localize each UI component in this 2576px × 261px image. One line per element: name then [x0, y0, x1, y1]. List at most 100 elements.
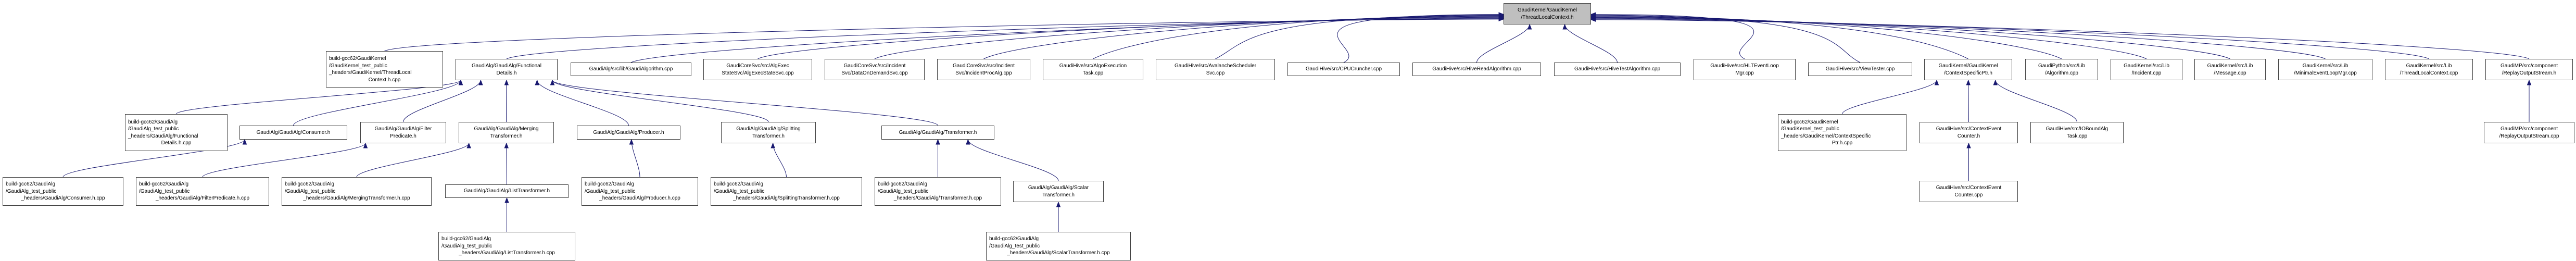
graph-node-ros-h[interactable]: GaudiMP/src/component/ReplayOutputStream…	[2485, 59, 2573, 80]
graph-node-cpu[interactable]: GaudiHive/src/CPUCruncher.cpp	[1287, 63, 1400, 76]
graph-node-tr-cpp[interactable]: build-gcc62/GaudiAlg/GaudiAlg_test_publi…	[875, 177, 1001, 206]
edge-arrowhead	[550, 79, 555, 85]
dependency-edge	[1093, 15, 1504, 59]
node-label-line: Task.cpp	[2066, 133, 2088, 139]
graph-node-aet[interactable]: GaudiHive/src/AlgoExecution Task.cpp	[1043, 59, 1143, 80]
graph-node-ga-cpp[interactable]: GaudiAlg/src/lib/GaudiAlgorithm.cpp	[571, 63, 691, 76]
dependency-edge	[1995, 80, 2077, 122]
dependency-edge	[1590, 19, 2530, 59]
dependency-edge	[176, 80, 461, 115]
edge-arrowhead	[504, 79, 509, 85]
graph-node-msg[interactable]: GaudiKernel/src/Lib/Message.cpp	[2194, 59, 2266, 80]
node-label-line: _headers/GaudiAlg/Transformer.h.cpp	[893, 195, 982, 202]
node-label-line: Details.h	[496, 70, 517, 76]
node-label-line: build-gcc62/GaudiAlg	[714, 181, 764, 188]
graph-node-lt-cpp[interactable]: build-gcc62/GaudiAlg/GaudiAlg_test_publi…	[438, 232, 575, 260]
node-label-line: build-gcc62/GaudiAlg	[441, 236, 491, 242]
dependency-edge	[874, 16, 1504, 59]
node-label-line: /ThreadLocalContext.cpp	[2400, 70, 2458, 76]
node-label-line: /ContextSpecificPtr.h	[1944, 70, 1992, 76]
node-label-line: Counter.cpp	[1954, 192, 1983, 198]
node-label-line: /GaudiAlg_test_public	[128, 126, 179, 132]
graph-node-fp-h[interactable]: GaudiAlg/GaudiAlg/Filter Predicate.h	[360, 122, 446, 143]
graph-node-prod-h[interactable]: GaudiAlg/GaudiAlg/Producer.h	[577, 126, 680, 140]
node-label-line: GaudiAlg/GaudiAlg/Merging	[474, 126, 539, 132]
graph-node-mt-h[interactable]: GaudiAlg/GaudiAlg/Merging Transformer.h	[459, 122, 554, 143]
node-label-line: GaudiKernel/src/Lib	[2207, 63, 2253, 69]
node-label-line: /GaudiAlg_test_public	[441, 243, 493, 249]
node-label-line: GaudiHive/src/AvalancheScheduler	[1174, 63, 1257, 69]
graph-node-mt-cpp[interactable]: build-gcc62/GaudiAlg/GaudiAlg_test_publi…	[282, 177, 432, 206]
edge-arrowhead	[1527, 23, 1532, 30]
graph-node-ros-cpp[interactable]: GaudiMP/src/component/ReplayOutputStream…	[2484, 122, 2574, 143]
graph-node-tr-h[interactable]: GaudiAlg/GaudiAlg/Transformer.h	[881, 126, 994, 140]
graph-node-io[interactable]: GaudiHive/src/IOBoundAlg Task.cpp	[2030, 122, 2124, 143]
node-label-line: Mgr.cpp	[1735, 70, 1754, 76]
edge-arrowhead	[771, 142, 775, 148]
graph-node-hra[interactable]: GaudiHive/src/HiveReadAlgorithm.cpp	[1412, 63, 1541, 76]
node-label-line: /GaudiAlg_test_public	[989, 243, 1040, 249]
edge-arrowhead	[629, 139, 634, 145]
graph-node-vt[interactable]: GaudiHive/src/ViewTester.cpp	[1808, 63, 1912, 76]
dependency-edge	[62, 139, 245, 178]
graph-node-aess[interactable]: GaudiCoreSvc/src/AlgExec StateSvc/AlgExec…	[703, 59, 812, 80]
graph-node-cons-cpp[interactable]: build-gcc62/GaudiAlg/GaudiAlg_test_publi…	[3, 177, 123, 206]
graph-node-csp-h[interactable]: GaudiKernel/GaudiKernel/ContextSpecificP…	[1924, 59, 2012, 80]
graph-node-dods[interactable]: GaudiCoreSvc/src/Incident Svc/DataOnDeman…	[825, 59, 925, 80]
edge-arrowhead	[363, 142, 368, 148]
graph-node-py-alg[interactable]: GaudiPython/src/Lib/Algorithm.cpp	[2025, 59, 2098, 80]
graph-node-st-cpp[interactable]: build-gcc62/GaudiAlg/GaudiAlg_test_publi…	[711, 177, 862, 206]
node-label-line: build-gcc62/GaudiAlg	[128, 119, 178, 125]
dependency-edge	[356, 143, 470, 178]
node-label-line: _headers/GaudiAlg/Producer.h.cpp	[599, 195, 680, 202]
graph-node-lt-h[interactable]: GaudiAlg/GaudiAlg/ListTransformer.h	[445, 184, 569, 198]
graph-node-fp-cpp[interactable]: build-gcc62/GaudiAlg/GaudiAlg_test_publi…	[136, 177, 269, 206]
graph-node-ceh[interactable]: GaudiHive/src/ContextEvent Counter.h	[1920, 122, 2018, 143]
graph-node-sc-cpp[interactable]: build-gcc62/GaudiAlg/GaudiAlg_test_publi…	[986, 232, 1131, 260]
node-label-line: Svc/IncidentProcAlg.cpp	[955, 70, 1012, 76]
node-label-line: Transformer.h	[490, 133, 523, 139]
node-label-line: GaudiKernel/src/Lib	[2302, 63, 2348, 69]
edge-arrowhead	[504, 197, 509, 203]
node-label-line: /ThreadLocalContext.h	[1521, 14, 1574, 20]
graph-node-inc[interactable]: GaudiKernel/src/Lib/Incident.cpp	[2111, 59, 2182, 80]
node-label-line: GaudiAlg/src/lib/GaudiAlgorithm.cpp	[589, 66, 673, 72]
dependency-edge	[1968, 80, 1969, 122]
graph-node-tlc-cpp[interactable]: GaudiKernel/src/Lib/ThreadLocalContext.c…	[2385, 59, 2473, 80]
node-label-line: GaudiMP/src/component	[2500, 63, 2558, 69]
graph-node-st-h[interactable]: GaudiAlg/GaudiAlg/Splitting Transformer.h	[721, 122, 816, 143]
edge-arrowhead	[504, 142, 509, 148]
graph-node-csp-cpp[interactable]: build-gcc62/GaudiKernel/GaudiKernel_test…	[1778, 114, 1906, 151]
graph-node-hlt[interactable]: GaudiHive/src/HLTEventLoop Mgr.cpp	[1694, 59, 1796, 80]
dependency-edge	[630, 17, 1504, 63]
node-label-line: _headers/GaudiKernel/ContextSpecific	[1781, 133, 1871, 139]
node-label-line: GaudiCoreSvc/src/Incident	[953, 63, 1015, 69]
node-label-line: /GaudiAlg_test_public	[139, 188, 190, 194]
node-label-line: /GaudiKernel_test_public	[1781, 126, 1839, 132]
graph-node-prod-cpp[interactable]: build-gcc62/GaudiAlg/GaudiAlg_test_publi…	[582, 177, 698, 206]
node-label-line: _headers/GaudiAlg/MergingTransformer.h.c…	[303, 195, 410, 202]
dependency-edge	[293, 80, 461, 126]
graph-node-cec-cpp[interactable]: GaudiHive/src/ContextEvent Counter.cpp	[1920, 181, 2018, 202]
node-label-line: /GaudiAlg_test_public	[285, 188, 336, 194]
node-label-line: GaudiAlg/GaudiAlg/Producer.h	[593, 129, 664, 135]
node-label-line: GaudiKernel/src/Lib	[2406, 63, 2452, 69]
graph-node-hta[interactable]: GaudiHive/src/HiveTestAlgorithm.cpp	[1554, 63, 1681, 76]
graph-node-fd-cpp[interactable]: build-gcc62/GaudiAlg/GaudiAlg_test_publi…	[125, 114, 228, 151]
graph-node-tlc-build[interactable]: build-gcc62/GaudiKernel/GaudiKernel_test…	[326, 51, 443, 88]
graph-node-ipa[interactable]: GaudiCoreSvc/src/Incident Svc/IncidentPro…	[937, 59, 1030, 80]
graph-node-sc-h[interactable]: GaudiAlg/GaudiAlg/Scalar Transformer.h	[1013, 181, 1104, 202]
dependency-edge	[1337, 14, 1504, 63]
node-label-line: GaudiAlg/GaudiAlg/Consumer.h	[256, 129, 331, 135]
graph-node-fd-h[interactable]: GaudiAlg/GaudiAlg/Functional Details.h	[456, 59, 558, 80]
node-label-line: Task.cpp	[1082, 70, 1104, 76]
graph-node-cons-h[interactable]: GaudiAlg/GaudiAlg/Consumer.h	[239, 126, 347, 140]
node-label-line: GaudiAlg/GaudiAlg/Splitting	[736, 126, 801, 132]
graph-node-mel[interactable]: GaudiKernel/src/Lib/MinimalEventLoopMgr.…	[2278, 59, 2372, 80]
node-label-line: build-gcc62/GaudiAlg	[6, 181, 56, 188]
dependency-edge	[1590, 18, 2429, 59]
graph-node-ass[interactable]: GaudiHive/src/AvalancheScheduler Svc.cpp	[1156, 59, 1275, 80]
node-label-line: /ReplayOutputStream.cpp	[2499, 133, 2559, 139]
node-label-line: build-gcc62/GaudiKernel	[329, 56, 386, 61]
edge-arrowhead	[1590, 17, 1596, 22]
